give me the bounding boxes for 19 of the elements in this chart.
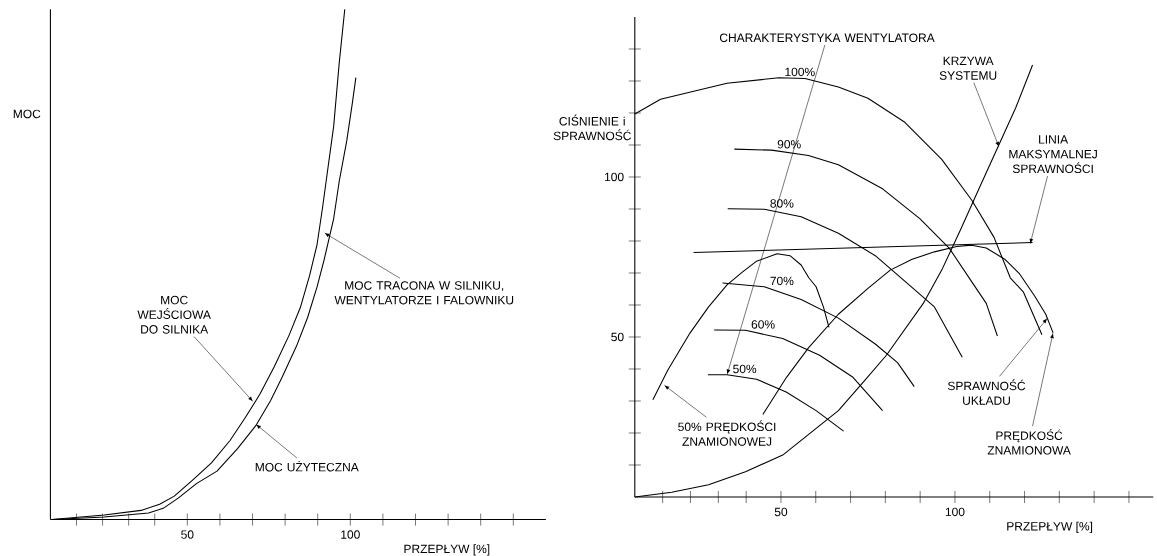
annotation: KRZYWA SYSTEMU (939, 56, 997, 80)
y-axis-title: CIŚNIENIE i SPRAWNOŚĆ (553, 114, 631, 141)
series-label: 100% (785, 67, 815, 77)
annotation: MOC TRACONA W SILNIKU, WENTYLATORZE I FALOWNIKU (334, 281, 514, 305)
annotation: MOC WEJŚCIOWA DO SILNIKA (137, 295, 211, 334)
y-axis-title: MOC (13, 109, 41, 119)
annotation: SPRAWNOŚĆ UKŁADU (947, 379, 1026, 405)
series-label: 70% (770, 276, 794, 286)
annotation: 50% PRĘDKOŚCI ZNAMIONOWEJ (678, 420, 776, 446)
series-label: 90% (777, 140, 801, 149)
series-label: 80% (770, 199, 794, 208)
annotation: PRĘDKOŚĆ ZNAMIONOWA (987, 429, 1071, 455)
annotation: CHARAKTERYSTYKA WENTYLATORA (719, 33, 935, 43)
x-axis-title: PRZEPŁYW [%] (404, 544, 490, 556)
legend-label: 50% (733, 364, 757, 374)
annotation: MOC UŻYTECZNA (255, 460, 359, 472)
series-label: 60% (751, 320, 775, 329)
annotation: LINIA MAKSYMALNEJ SPRAWNOŚCI (1009, 135, 1097, 174)
x-axis-title: PRZEPŁYW [%] (1007, 521, 1093, 533)
